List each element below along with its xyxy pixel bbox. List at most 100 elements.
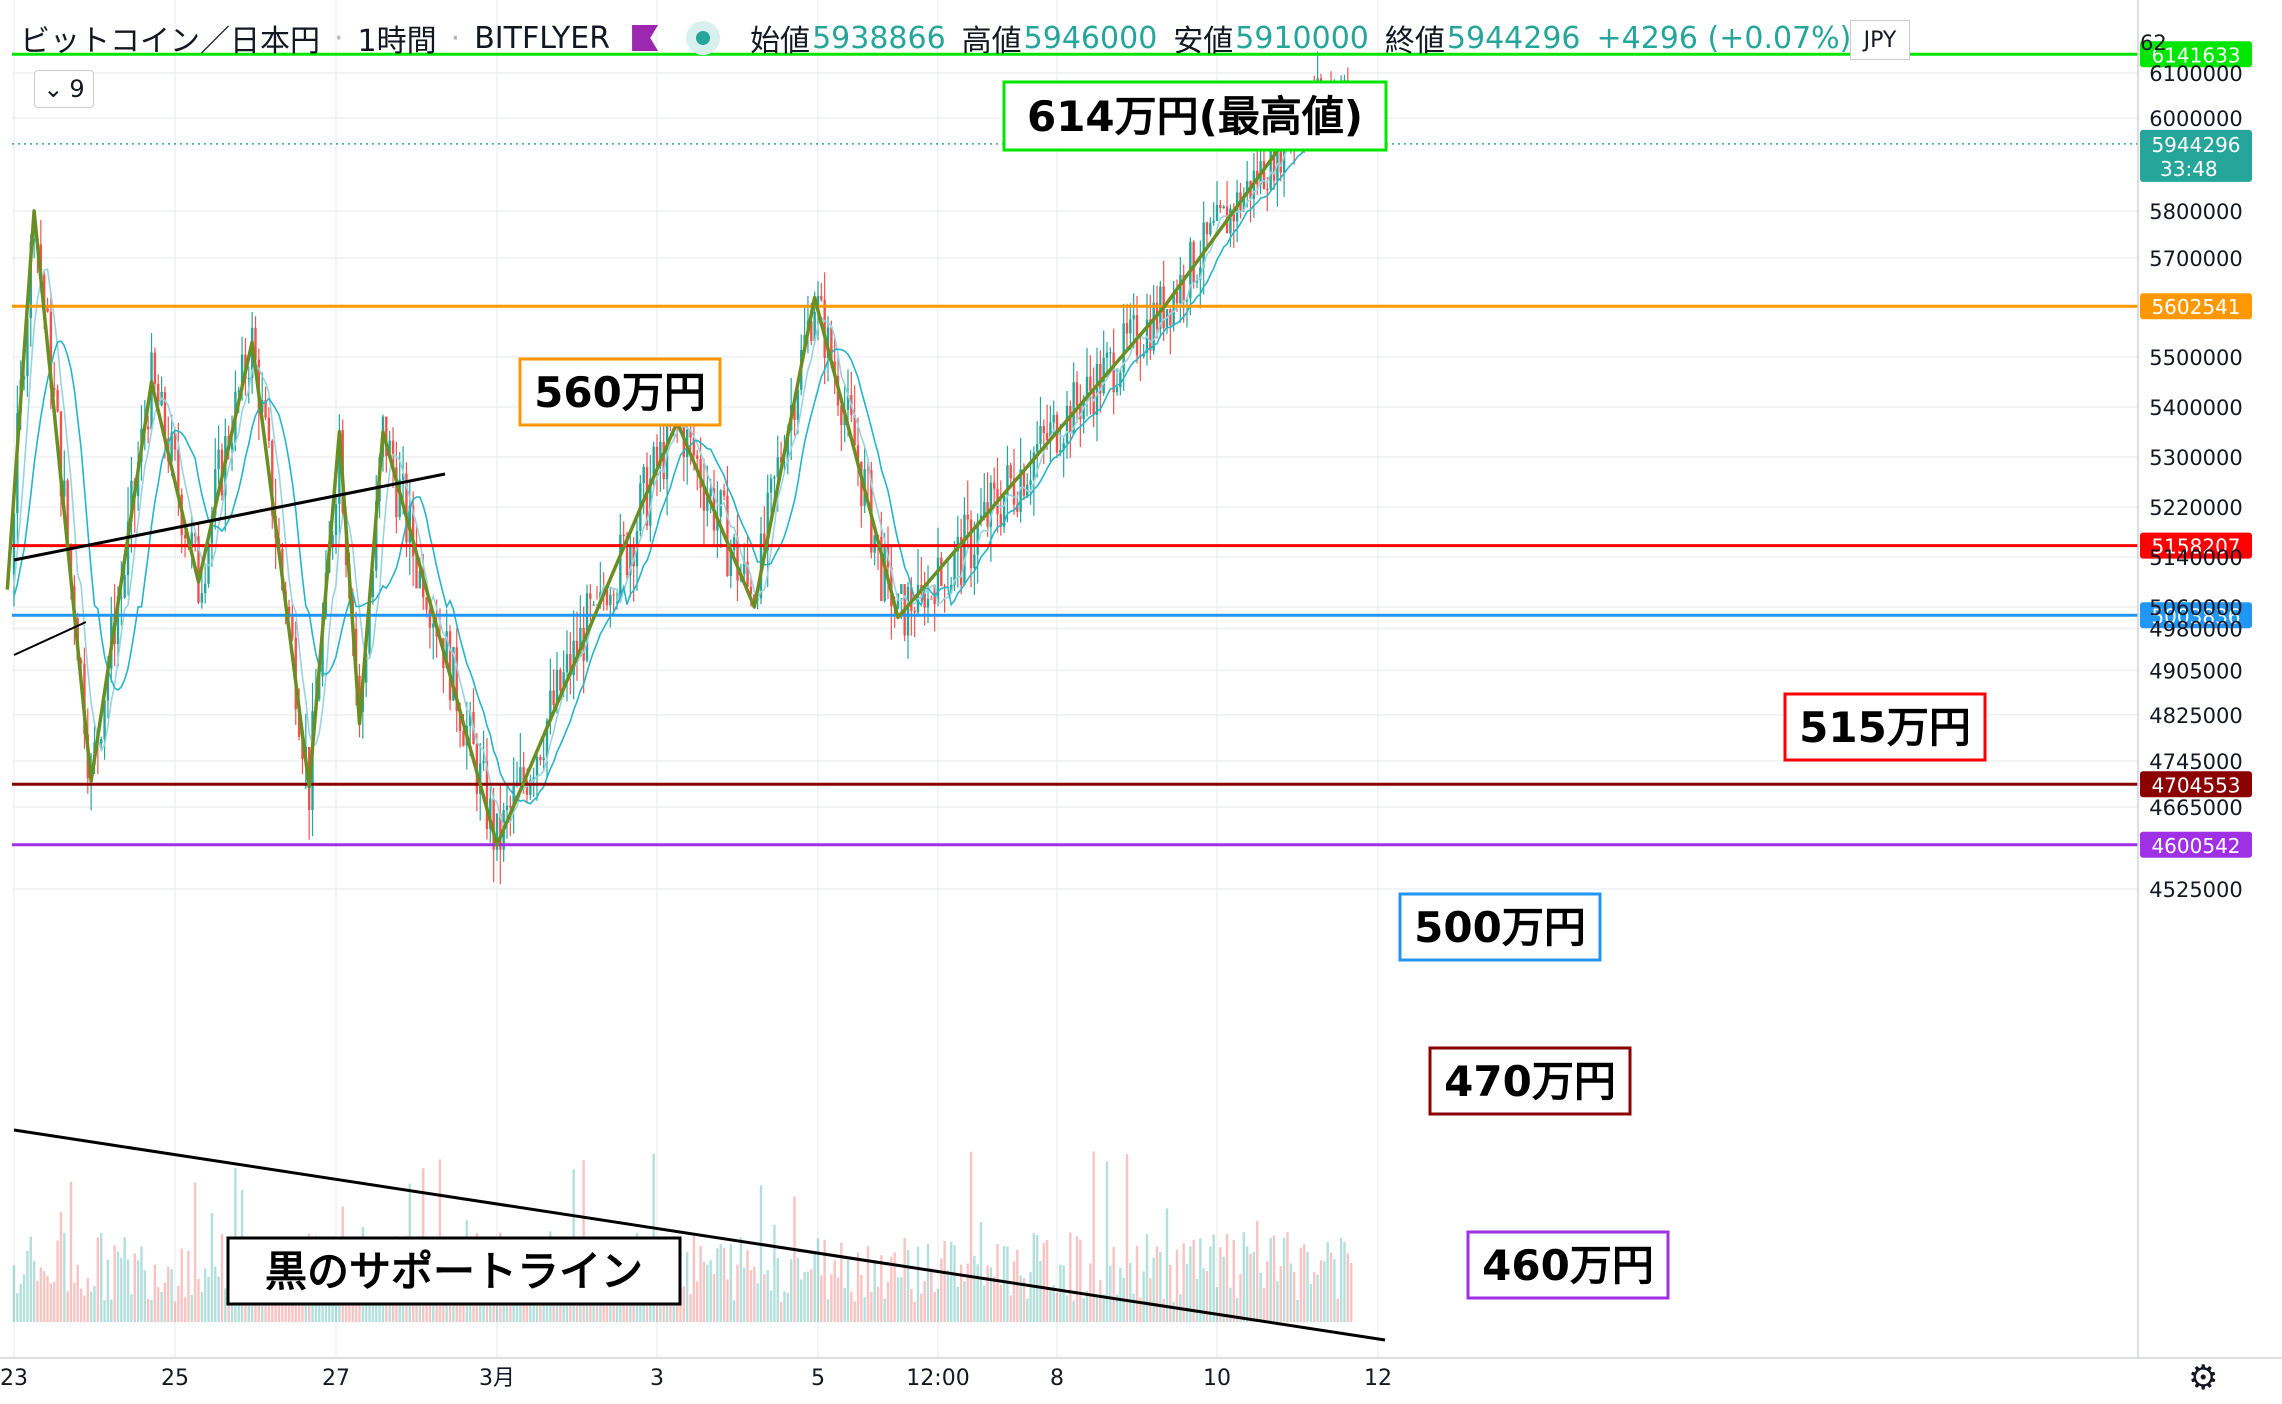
volume-bar	[224, 1288, 227, 1322]
candle-body	[1169, 309, 1172, 326]
candle-body	[1129, 319, 1132, 334]
volume-bar	[1159, 1251, 1162, 1322]
volume-bar	[850, 1291, 853, 1322]
volume-bar	[123, 1237, 126, 1322]
candle-body	[1125, 323, 1129, 334]
candle-body	[769, 478, 773, 493]
volume-bar	[116, 1251, 120, 1322]
candle-body	[579, 627, 582, 657]
volume-bar	[1262, 1288, 1266, 1322]
volume-bar	[736, 1264, 739, 1322]
volume-bar	[1062, 1265, 1065, 1322]
candle-body	[455, 647, 458, 712]
candle-body	[200, 593, 204, 603]
symbol-name[interactable]: ビットコイン／日本円	[20, 24, 320, 59]
volume-bar	[1059, 1264, 1062, 1322]
volume-bar	[120, 1257, 123, 1322]
volume-bar	[89, 1291, 93, 1322]
candle-body	[999, 513, 1003, 527]
gear-icon[interactable]: ⚙	[2188, 1358, 2219, 1398]
candle-body	[1085, 376, 1089, 398]
volume-bar	[913, 1301, 916, 1322]
candle-body	[810, 320, 813, 342]
candle-body	[532, 777, 535, 781]
volume-bar	[800, 1279, 803, 1322]
volume-bar	[963, 1281, 966, 1322]
annotations: 614万円(最高値) 560万円 515万円 500万円 470万円 460万円 黒のサポー…	[226, 80, 1987, 1306]
annotation-label: 460万円	[1482, 1241, 1654, 1290]
volume-bar	[1209, 1246, 1212, 1322]
last-price-countdown: 33:48	[2160, 157, 2218, 181]
candle-body	[1209, 222, 1212, 235]
price-tick-label: 4525000	[2149, 878, 2243, 902]
volume-bar	[1019, 1275, 1022, 1322]
candle-body	[512, 786, 515, 808]
candle-body	[589, 593, 592, 599]
candle-body	[1009, 465, 1012, 479]
volume-bar	[76, 1264, 79, 1322]
candle-body	[696, 455, 699, 459]
time-tick-label: 12	[1364, 1366, 1392, 1391]
volume-bar	[940, 1258, 943, 1322]
zigzag-line	[5, 94, 1320, 847]
volume-bar	[796, 1257, 800, 1322]
volume-bar	[1215, 1287, 1219, 1322]
volume-bar	[183, 1297, 187, 1322]
volume-bar	[16, 1292, 19, 1322]
volume-bar	[883, 1298, 886, 1322]
price-tick-label: 5060000	[2149, 596, 2243, 620]
volume-bar	[979, 1222, 983, 1322]
volume-bar	[210, 1213, 214, 1322]
candle-body	[1089, 376, 1092, 391]
volume-bar	[1192, 1239, 1195, 1322]
candle-body	[519, 767, 522, 783]
candle-body	[1212, 220, 1215, 223]
time-tick-label: 5	[811, 1366, 825, 1391]
candle-body	[1135, 315, 1139, 356]
volume-bar	[146, 1299, 150, 1322]
volume-bar	[207, 1276, 210, 1322]
candle-body	[535, 757, 539, 778]
volume-bar	[803, 1272, 806, 1322]
annotation-label: 614万円(最高値)	[1027, 92, 1363, 141]
candle-body	[445, 631, 448, 669]
indicator-toggle-button[interactable]: ⌄ 9	[34, 70, 94, 108]
candle-body	[39, 244, 43, 275]
volume-bar	[217, 1276, 220, 1322]
candle-body	[462, 731, 465, 746]
volume-bar	[53, 1282, 56, 1322]
volume-bar	[1282, 1237, 1286, 1322]
candle-body	[1219, 205, 1222, 209]
volume-bar	[1009, 1295, 1012, 1322]
volume-bar	[783, 1291, 786, 1322]
volume-bar	[900, 1277, 903, 1322]
candle-body	[906, 586, 910, 636]
volume-bar	[371, 1296, 375, 1322]
candle-body	[1042, 425, 1045, 434]
volume-bar	[926, 1244, 930, 1322]
annotation-label: 黒のサポートライン	[265, 1247, 643, 1296]
price-line-label: 4600542	[2151, 834, 2240, 858]
flag-icon[interactable]	[632, 25, 659, 51]
volume-bar	[726, 1279, 729, 1322]
volume-bar	[1175, 1249, 1179, 1322]
candle-body	[46, 305, 49, 312]
volume-bar	[853, 1301, 856, 1322]
candle-body	[820, 295, 823, 300]
candle-body	[930, 598, 933, 600]
volume-bar	[959, 1264, 963, 1322]
volume-bar	[56, 1240, 59, 1322]
volume-bar	[1169, 1265, 1172, 1322]
volume-bar	[1006, 1246, 1009, 1322]
interval-label[interactable]: 1時間	[357, 24, 437, 59]
volume-bar	[920, 1293, 923, 1322]
volume-bar	[1152, 1257, 1155, 1322]
volume-bar	[1082, 1298, 1085, 1322]
market-status-icon	[686, 21, 721, 55]
volume-bar	[1229, 1287, 1232, 1322]
candle-body	[364, 653, 368, 683]
candle-body	[702, 487, 706, 511]
candle-body	[1159, 286, 1162, 330]
currency-button[interactable]: JPY	[1850, 20, 1910, 60]
